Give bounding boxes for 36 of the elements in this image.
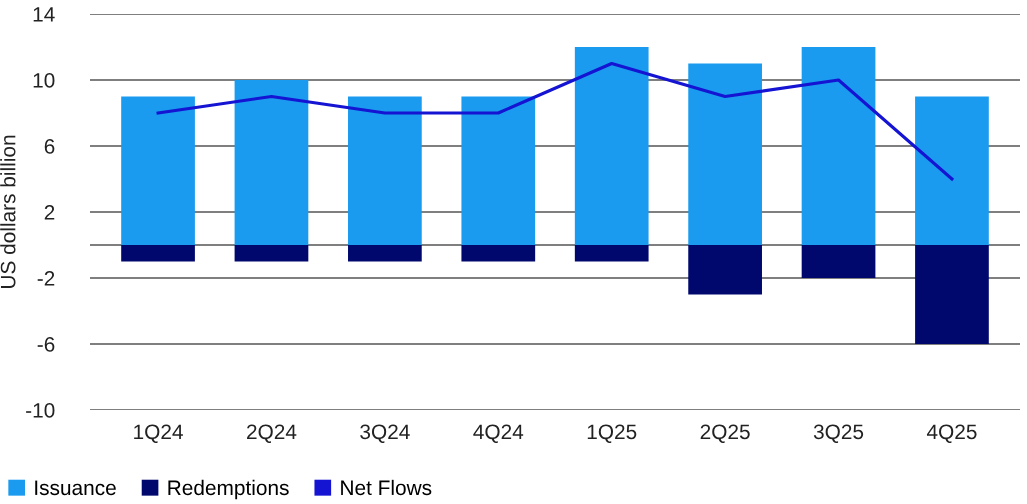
- y-tick-label: 10: [33, 73, 55, 88]
- y-tick-label: -6: [37, 337, 55, 352]
- legend-label: Net Flows: [341, 479, 432, 496]
- bar: [801, 245, 876, 278]
- x-tick-label: 1Q24: [134, 424, 183, 443]
- bar: [915, 96, 989, 245]
- bar: [688, 245, 762, 295]
- legend-label: Redemptions: [168, 479, 289, 500]
- bar: [348, 245, 422, 262]
- y-tick-label: 2: [44, 205, 55, 220]
- y-tick-label: -10: [26, 403, 55, 418]
- bar: [461, 96, 536, 245]
- bar: [121, 96, 195, 245]
- line-series: [156, 61, 954, 181]
- legend-label: Issuance: [35, 480, 116, 496]
- bar: [348, 96, 422, 245]
- bar: [234, 80, 309, 245]
- bar: [574, 47, 649, 245]
- x-tick-label: 4Q25: [926, 424, 977, 443]
- x-tick-label: 2Q24: [247, 424, 297, 443]
- bar: [574, 245, 649, 262]
- x-tick-label: 2Q25: [700, 424, 750, 443]
- y-axis-title: US dollars billion: [0, 135, 16, 288]
- x-tick-label: 3Q24: [360, 424, 410, 443]
- y-tick-label: 6: [44, 139, 55, 154]
- y-tick-label: -2: [37, 271, 55, 286]
- bar: [234, 245, 309, 262]
- bar: [461, 245, 536, 262]
- bar: [915, 245, 989, 344]
- bar: [121, 245, 195, 262]
- x-tick-label: 1Q25: [587, 424, 637, 443]
- x-tick-label: 4Q24: [473, 424, 524, 443]
- bar: [801, 47, 876, 245]
- bar: [688, 63, 762, 245]
- x-tick-label: 3Q25: [813, 424, 864, 443]
- y-tick-label: 14: [33, 7, 55, 22]
